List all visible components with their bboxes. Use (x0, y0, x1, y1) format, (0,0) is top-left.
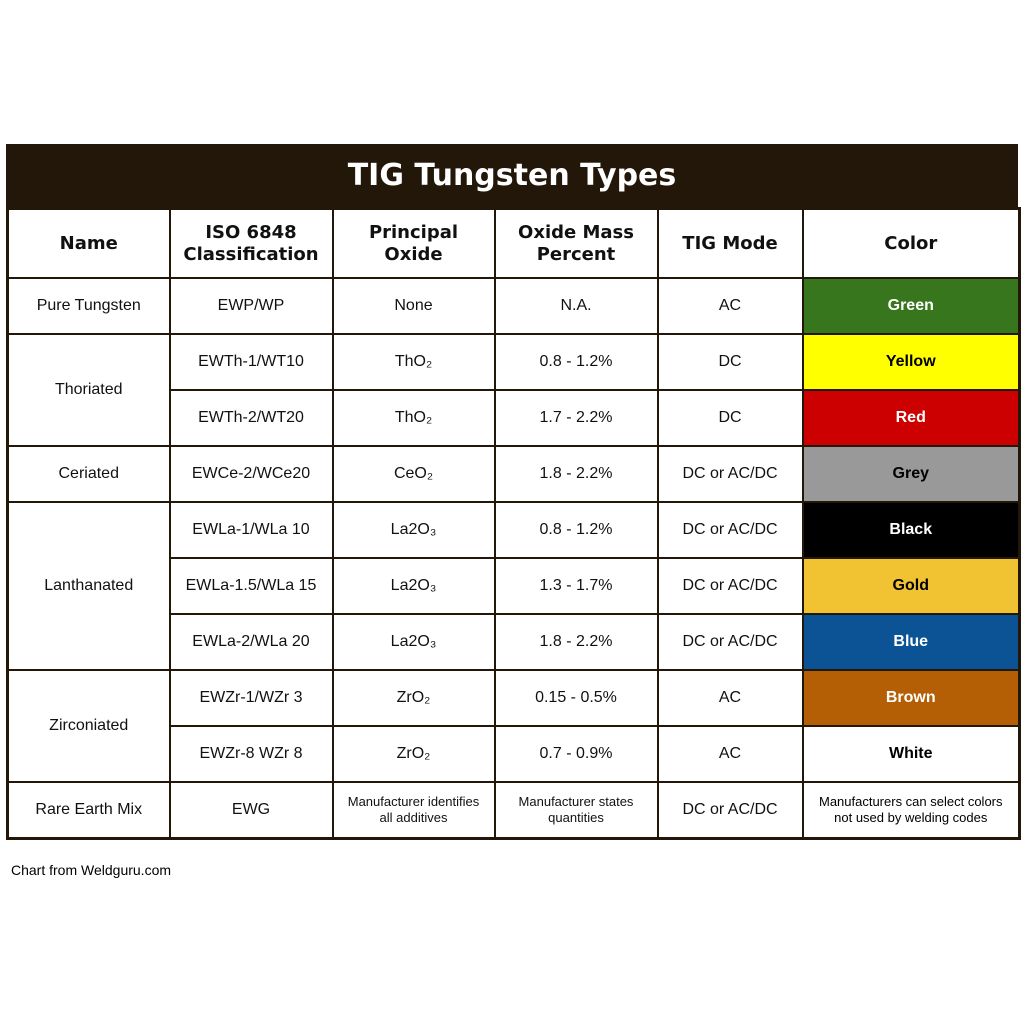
iso-cell: EWZr-8 WZr 8 (168, 725, 334, 783)
color-cell: Yellow (801, 333, 1021, 391)
oxide-cell: ZrO₂ (331, 725, 496, 783)
mode-cell: DC or AC/DC (656, 557, 804, 615)
percent-cell: 0.7 - 0.9% (493, 725, 659, 783)
name-cell: Rare Earth Mix (6, 781, 171, 840)
table-row: EWTh-2/WT20 ThO₂ 1.7 - 2.2% DC Red (8, 389, 1021, 447)
iso-cell: EWTh-2/WT20 (168, 389, 334, 447)
mode-cell: DC or AC/DC (656, 613, 804, 671)
table-row: EWLa-2/WLa 20 La2O₃ 1.8 - 2.2% DC or AC/DC B… (8, 613, 1021, 671)
name-cell: Thoriated (6, 333, 171, 447)
table-body: Pure Tungsten EWP/WP None N.A. AC Green Thoria… (6, 277, 1021, 840)
iso-cell: EWTh-1/WT10 (168, 333, 334, 391)
iso-cell: EWP/WP (168, 277, 334, 335)
header-row: Name ISO 6848 Classification Principal Oxi… (6, 207, 1021, 279)
oxide-cell: None (331, 277, 496, 335)
table-row: Rare Earth Mix EWG Manufacturer identifies… (6, 781, 1021, 840)
table-row: Ceriated EWCe-2/WCe20 CeO₂ 1.8 - 2.2% DC or … (6, 445, 1021, 503)
header-cell: TIG Mode (656, 207, 804, 279)
oxide-cell: ThO₂ (331, 333, 496, 391)
footer: Chart from Weldguru.com (11, 862, 172, 878)
mode-cell: AC (656, 277, 804, 335)
percent-cell: Manufacturer states quantities (493, 781, 659, 840)
iso-cell: EWG (168, 781, 334, 840)
oxide-cell: ThO₂ (331, 389, 496, 447)
mode-cell: DC or AC/DC (656, 501, 804, 559)
header-cell: Name (6, 207, 171, 279)
name-cell: Ceriated (6, 445, 171, 503)
percent-cell: 0.15 - 0.5% (493, 669, 659, 727)
mode-cell: DC (656, 389, 804, 447)
color-cell: Black (801, 501, 1021, 559)
oxide-cell: La2O₃ (331, 613, 496, 671)
table-title: TIG Tungsten Types (6, 144, 1018, 207)
percent-cell: 1.7 - 2.2% (493, 389, 659, 447)
mode-cell: DC or AC/DC (656, 445, 804, 503)
table-row: Lanthanated EWLa-1/WLa 10 La2O₃ 0.8 - 1.2% D… (6, 501, 1021, 671)
oxide-cell: La2O₃ (331, 501, 496, 559)
percent-cell: 1.8 - 2.2% (493, 445, 659, 503)
percent-cell: 1.8 - 2.2% (493, 613, 659, 671)
header-cell: Color (801, 207, 1021, 279)
color-cell: Blue (801, 613, 1021, 671)
table-row: EWLa-1.5/WLa 15 La2O₃ 1.3 - 1.7% DC or AC/D… (8, 557, 1021, 615)
table-row: EWZr-8 WZr 8 ZrO₂ 0.7 - 0.9% AC White (8, 725, 1021, 783)
header-cell: Oxide Mass Percent (493, 207, 659, 279)
iso-cell: EWCe-2/WCe20 (168, 445, 334, 503)
color-cell: White (801, 725, 1021, 783)
tungsten-table: Name ISO 6848 Classification Principal Oxi… (6, 207, 1021, 840)
iso-cell: EWLa-2/WLa 20 (168, 613, 334, 671)
percent-cell: 1.3 - 1.7% (493, 557, 659, 615)
iso-cell: EWZr-1/WZr 3 (168, 669, 334, 727)
oxide-cell: La2O₃ (331, 557, 496, 615)
mode-cell: DC or AC/DC (656, 781, 804, 840)
table-row: Zirconiated EWZr-1/WZr 3 ZrO₂ 0.15 - 0.5% AC… (6, 669, 1021, 783)
percent-cell: 0.8 - 1.2% (493, 501, 659, 559)
color-cell: Green (801, 277, 1021, 335)
oxide-cell: ZrO₂ (331, 669, 496, 727)
percent-cell: N.A. (493, 277, 659, 335)
table-row: Pure Tungsten EWP/WP None N.A. AC Green (6, 277, 1021, 335)
color-cell: Brown (801, 669, 1021, 727)
oxide-cell: CeO₂ (331, 445, 496, 503)
name-cell: Lanthanated (6, 501, 171, 671)
header-cell: ISO 6848 Classification (168, 207, 334, 279)
color-cell: Manufacturers can select colors not used… (801, 781, 1021, 840)
mode-cell: AC (656, 669, 804, 727)
iso-cell: EWLa-1/WLa 10 (168, 501, 334, 559)
name-cell: Pure Tungsten (6, 277, 171, 335)
header-cell: Principal Oxide (331, 207, 496, 279)
percent-cell: 0.8 - 1.2% (493, 333, 659, 391)
mode-cell: DC (656, 333, 804, 391)
table-row: Thoriated EWTh-1/WT10 ThO₂ 0.8 - 1.2% DC Yell… (6, 333, 1021, 447)
color-cell: Grey (801, 445, 1021, 503)
iso-cell: EWLa-1.5/WLa 15 (168, 557, 334, 615)
oxide-cell: Manufacturer identifies all additives (331, 781, 496, 840)
mode-cell: AC (656, 725, 804, 783)
color-cell: Red (801, 389, 1021, 447)
name-cell: Zirconiated (6, 669, 171, 783)
color-cell: Gold (801, 557, 1021, 615)
